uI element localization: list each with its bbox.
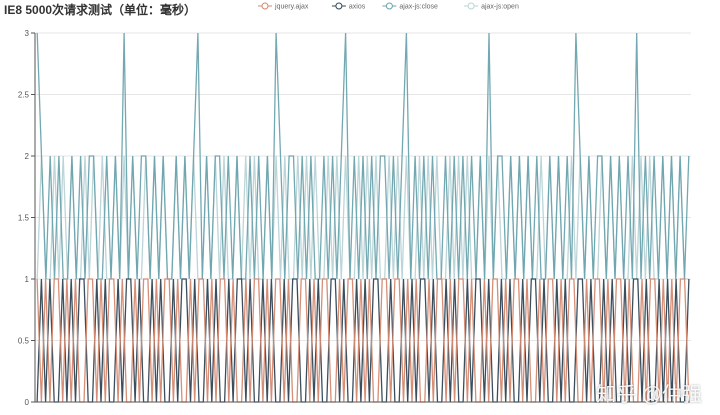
- chart-title: IE8 5000次请求测试（单位：毫秒）: [4, 2, 196, 17]
- y-tick-label: 3: [25, 29, 30, 38]
- series-line-ajax-js-close: [36, 32, 690, 280]
- legend: jquery.ajax axios ajax-js:close ajax-js:ope…: [258, 2, 519, 11]
- legend-marker: [385, 2, 393, 10]
- legend-item: axios: [331, 2, 366, 11]
- y-tick-label: 0.5: [18, 337, 30, 346]
- legend-marker: [261, 2, 269, 10]
- y-tick-label: 2: [25, 152, 30, 161]
- y-tick-label: 2.5: [18, 91, 30, 100]
- legend-item: jquery.ajax: [258, 2, 309, 11]
- legend-marker: [335, 2, 343, 10]
- watermark: 知乎 @仲强: [596, 384, 702, 406]
- legend-label: ajax-js:close: [399, 4, 438, 11]
- legend-item: ajax-js:close: [382, 2, 438, 11]
- legend-label: jquery.ajax: [274, 4, 309, 11]
- y-tick-label: 1.5: [18, 214, 30, 223]
- legend-item: ajax-js:open: [464, 2, 519, 11]
- legend-marker: [467, 2, 475, 10]
- y-tick-label: 0: [25, 398, 30, 407]
- legend-label: ajax-js:open: [481, 4, 519, 11]
- legend-label: axios: [349, 4, 366, 11]
- y-tick-label: 1: [25, 275, 30, 284]
